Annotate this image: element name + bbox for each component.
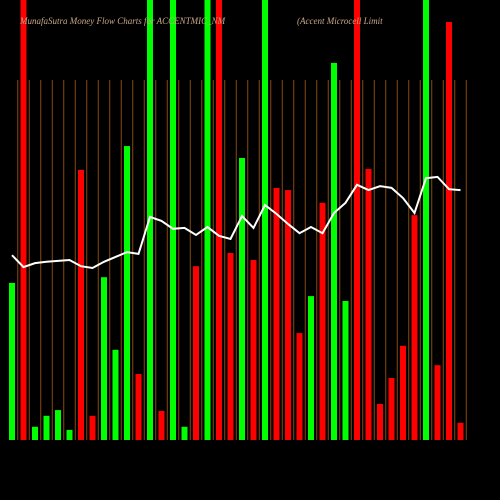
bar (204, 0, 211, 440)
bar (400, 345, 406, 440)
bar (331, 62, 337, 441)
bar (9, 282, 15, 440)
bar (124, 146, 130, 440)
bar (446, 22, 452, 440)
bar (411, 215, 418, 440)
bar (354, 0, 360, 440)
bar (158, 410, 165, 440)
bar (101, 277, 107, 440)
bar (434, 365, 441, 440)
line (11, 175, 461, 269)
bar (457, 422, 464, 440)
bar (66, 429, 73, 440)
bar (377, 403, 383, 440)
bar (227, 253, 234, 440)
bar (170, 0, 176, 440)
bar (112, 349, 119, 440)
bar (250, 260, 257, 440)
bar (285, 190, 291, 440)
bar (89, 415, 96, 440)
bar (273, 187, 280, 440)
bar (388, 377, 395, 440)
bar (135, 374, 142, 440)
bar (181, 426, 188, 440)
grid (17, 80, 467, 440)
bar (342, 300, 349, 440)
bar (43, 415, 50, 440)
bar (308, 296, 314, 440)
bar (78, 169, 84, 440)
bar (55, 410, 61, 440)
chart-subtitle: (Accent Microcell Limit (297, 16, 383, 26)
bar (319, 202, 326, 440)
bar (296, 333, 303, 440)
bar (216, 0, 222, 440)
bar (193, 266, 199, 440)
chart-title: MunafaSutra Money Flow Charts for ACCENT… (19, 16, 226, 26)
marks (9, 0, 464, 441)
bar (423, 0, 429, 440)
bar (20, 0, 27, 440)
bar (365, 168, 372, 440)
bar (239, 157, 245, 440)
bar (32, 426, 38, 440)
bar (262, 0, 268, 440)
